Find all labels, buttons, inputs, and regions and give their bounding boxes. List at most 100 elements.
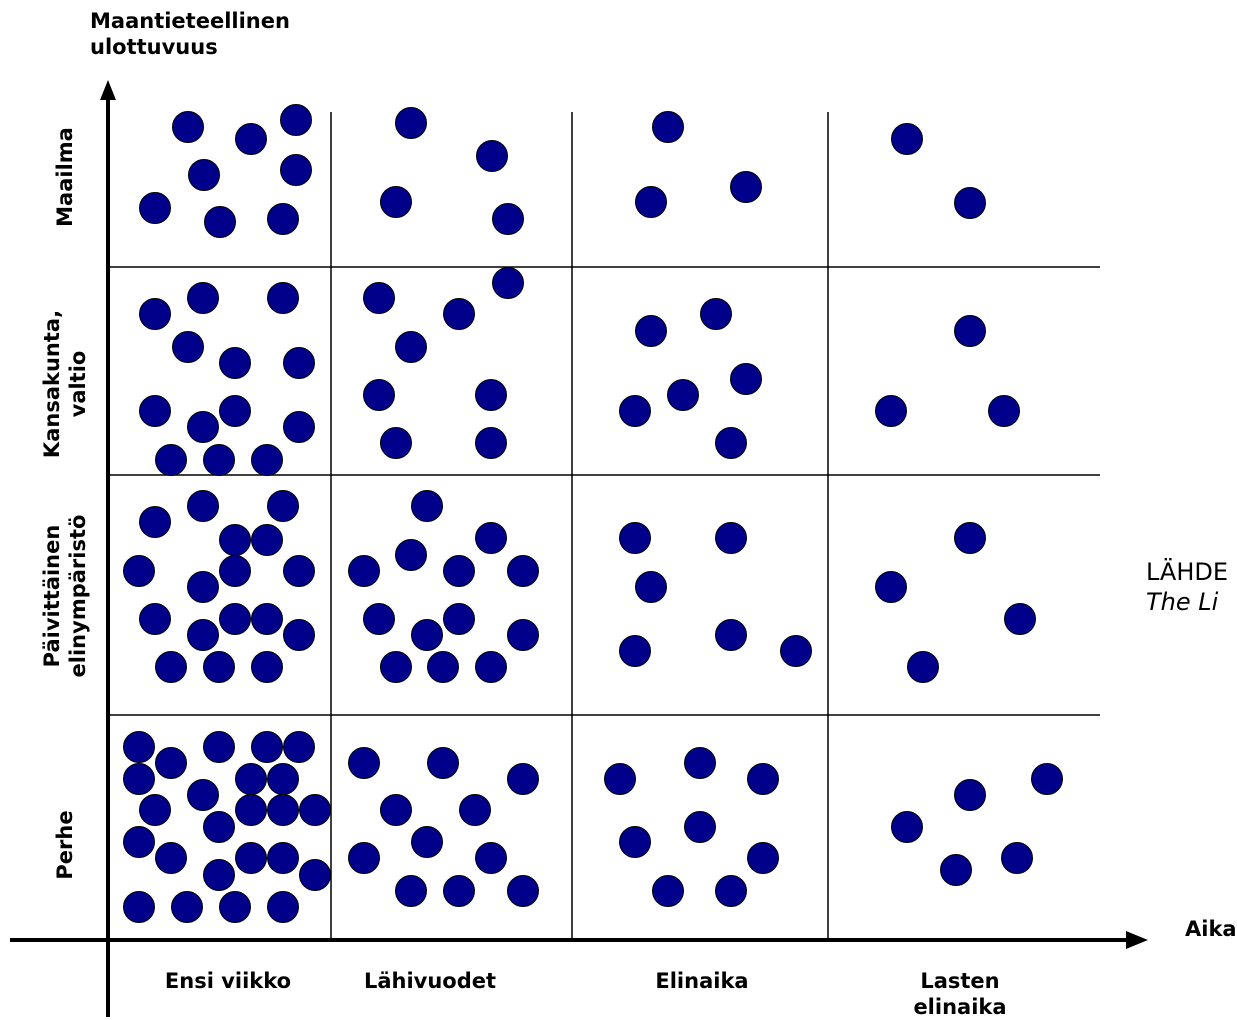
- dot-kansakunta-col2-3: [443, 298, 475, 330]
- dot-elinymparisto-col1-15: [155, 651, 187, 683]
- col-label-elinaika: Elinaika: [655, 969, 749, 993]
- dot-elinymparisto-col1-6: [123, 555, 155, 587]
- dot-kansakunta-col3-6: [715, 427, 747, 459]
- dot-kansakunta-col1-4: [172, 331, 204, 363]
- dot-elinymparisto-col1-10: [139, 603, 171, 635]
- dot-maailma-col2-2: [476, 140, 508, 172]
- dot-kansakunta-col1-11: [155, 444, 187, 476]
- dot-perhe-col2-6: [411, 826, 443, 858]
- dot-perhe-col1-8: [267, 763, 299, 795]
- dot-perhe-col4-3: [891, 811, 923, 843]
- dot-elinymparisto-col1-3: [267, 490, 299, 522]
- dot-kansakunta-col1-12: [203, 444, 235, 476]
- dot-kansakunta-col3-4: [667, 379, 699, 411]
- col-label-ensi-viikko: Ensi viikko: [164, 969, 292, 993]
- dot-maailma-col1-2: [235, 123, 267, 155]
- x-axis-arrow-icon: [1126, 931, 1148, 949]
- dot-perhe-col2-2: [427, 747, 459, 779]
- dot-perhe-col1-12: [267, 794, 299, 826]
- dot-elinymparisto-col2-13: [475, 651, 507, 683]
- dot-maailma-col3-2: [730, 171, 762, 203]
- dot-elinymparisto-col1-4: [219, 524, 251, 556]
- dot-perhe-col1-20: [299, 859, 331, 891]
- dot-elinymparisto-col3-6: [780, 635, 812, 667]
- dot-perhe-col1-10: [139, 794, 171, 826]
- dot-perhe-col3-2: [604, 763, 636, 795]
- source-note: LÄHDE The Li: [1146, 557, 1228, 617]
- dot-maailma-col3-3: [635, 186, 667, 218]
- dot-elinymparisto-col2-8: [443, 603, 475, 635]
- dot-maailma-col3-1: [652, 111, 684, 143]
- dot-kansakunta-col2-8: [475, 427, 507, 459]
- dot-elinymparisto-col1-1: [139, 506, 171, 538]
- dot-perhe-col4-1: [1031, 763, 1063, 795]
- dot-maailma-col1-6: [139, 192, 171, 224]
- dot-perhe-col2-10: [443, 875, 475, 907]
- dot-perhe-col2-11: [507, 875, 539, 907]
- dot-elinymparisto-col3-2: [715, 522, 747, 554]
- dot-perhe-col1-22: [171, 891, 203, 923]
- dot-maailma-col4-2: [954, 187, 986, 219]
- dot-kansakunta-col1-6: [283, 347, 315, 379]
- source-label: LÄHDE: [1146, 558, 1229, 586]
- dot-kansakunta-col2-1: [363, 282, 395, 314]
- dot-perhe-col2-9: [395, 875, 427, 907]
- source-reference: The Li: [1146, 588, 1219, 616]
- dot-elinymparisto-col2-10: [507, 619, 539, 651]
- y-axis-arrow-icon: [100, 80, 116, 100]
- dot-elinymparisto-col3-3: [635, 571, 667, 603]
- dot-elinymparisto-col2-4: [348, 555, 380, 587]
- dot-perhe-col3-3: [747, 763, 779, 795]
- dot-elinymparisto-col2-2: [475, 522, 507, 554]
- x-axis-title: Aika: [1185, 917, 1237, 941]
- dot-elinymparisto-col2-3: [395, 539, 427, 571]
- col-label-lahivuodet: Lähivuodet: [363, 969, 497, 993]
- dot-perhe-col2-4: [380, 794, 412, 826]
- dot-perhe-col4-4: [1001, 842, 1033, 874]
- dot-perhe-col1-3: [251, 731, 283, 763]
- dot-perhe-col3-8: [715, 875, 747, 907]
- dot-kansakunta-col1-5: [219, 347, 251, 379]
- dot-elinymparisto-col1-13: [187, 619, 219, 651]
- dot-perhe-col1-11: [235, 794, 267, 826]
- dot-kansakunta-col4-3: [988, 395, 1020, 427]
- dot-kansakunta-col1-9: [187, 411, 219, 443]
- dot-perhe-col1-21: [123, 891, 155, 923]
- dot-kansakunta-col1-8: [219, 395, 251, 427]
- dot-kansakunta-col3-5: [619, 395, 651, 427]
- dot-elinymparisto-col2-11: [380, 651, 412, 683]
- dot-perhe-col1-7: [235, 763, 267, 795]
- dot-kansakunta-col2-4: [395, 331, 427, 363]
- dot-kansakunta-col1-13: [251, 444, 283, 476]
- dot-maailma-col2-1: [395, 107, 427, 139]
- dot-perhe-col3-4: [684, 811, 716, 843]
- grid-lines: [108, 112, 1100, 940]
- dot-elinymparisto-col2-1: [411, 490, 443, 522]
- dot-perhe-col1-13: [299, 794, 331, 826]
- dot-elinymparisto-col3-1: [619, 522, 651, 554]
- dot-kansakunta-col2-5: [363, 379, 395, 411]
- dot-maailma-col1-7: [204, 206, 236, 238]
- dot-kansakunta-col1-3: [267, 282, 299, 314]
- dot-perhe-col1-24: [267, 891, 299, 923]
- dot-kansakunta-col4-2: [875, 395, 907, 427]
- dots-layer: [123, 104, 1063, 923]
- dot-elinymparisto-col4-2: [875, 571, 907, 603]
- dot-perhe-col1-9: [187, 779, 219, 811]
- dot-elinymparisto-col1-17: [251, 651, 283, 683]
- dot-perhe-col4-2: [954, 779, 986, 811]
- dot-perhe-col2-7: [348, 842, 380, 874]
- dot-kansakunta-col1-2: [187, 282, 219, 314]
- dot-elinymparisto-col1-2: [187, 490, 219, 522]
- dot-perhe-col1-6: [123, 763, 155, 795]
- dot-perhe-col1-14: [203, 811, 235, 843]
- dot-perhe-col1-2: [203, 731, 235, 763]
- dot-kansakunta-col3-3: [730, 363, 762, 395]
- dot-maailma-col1-5: [280, 154, 312, 186]
- dot-perhe-col1-4: [283, 731, 315, 763]
- dot-perhe-col1-19: [203, 859, 235, 891]
- dot-perhe-col3-7: [652, 875, 684, 907]
- dot-elinymparisto-col1-5: [251, 524, 283, 556]
